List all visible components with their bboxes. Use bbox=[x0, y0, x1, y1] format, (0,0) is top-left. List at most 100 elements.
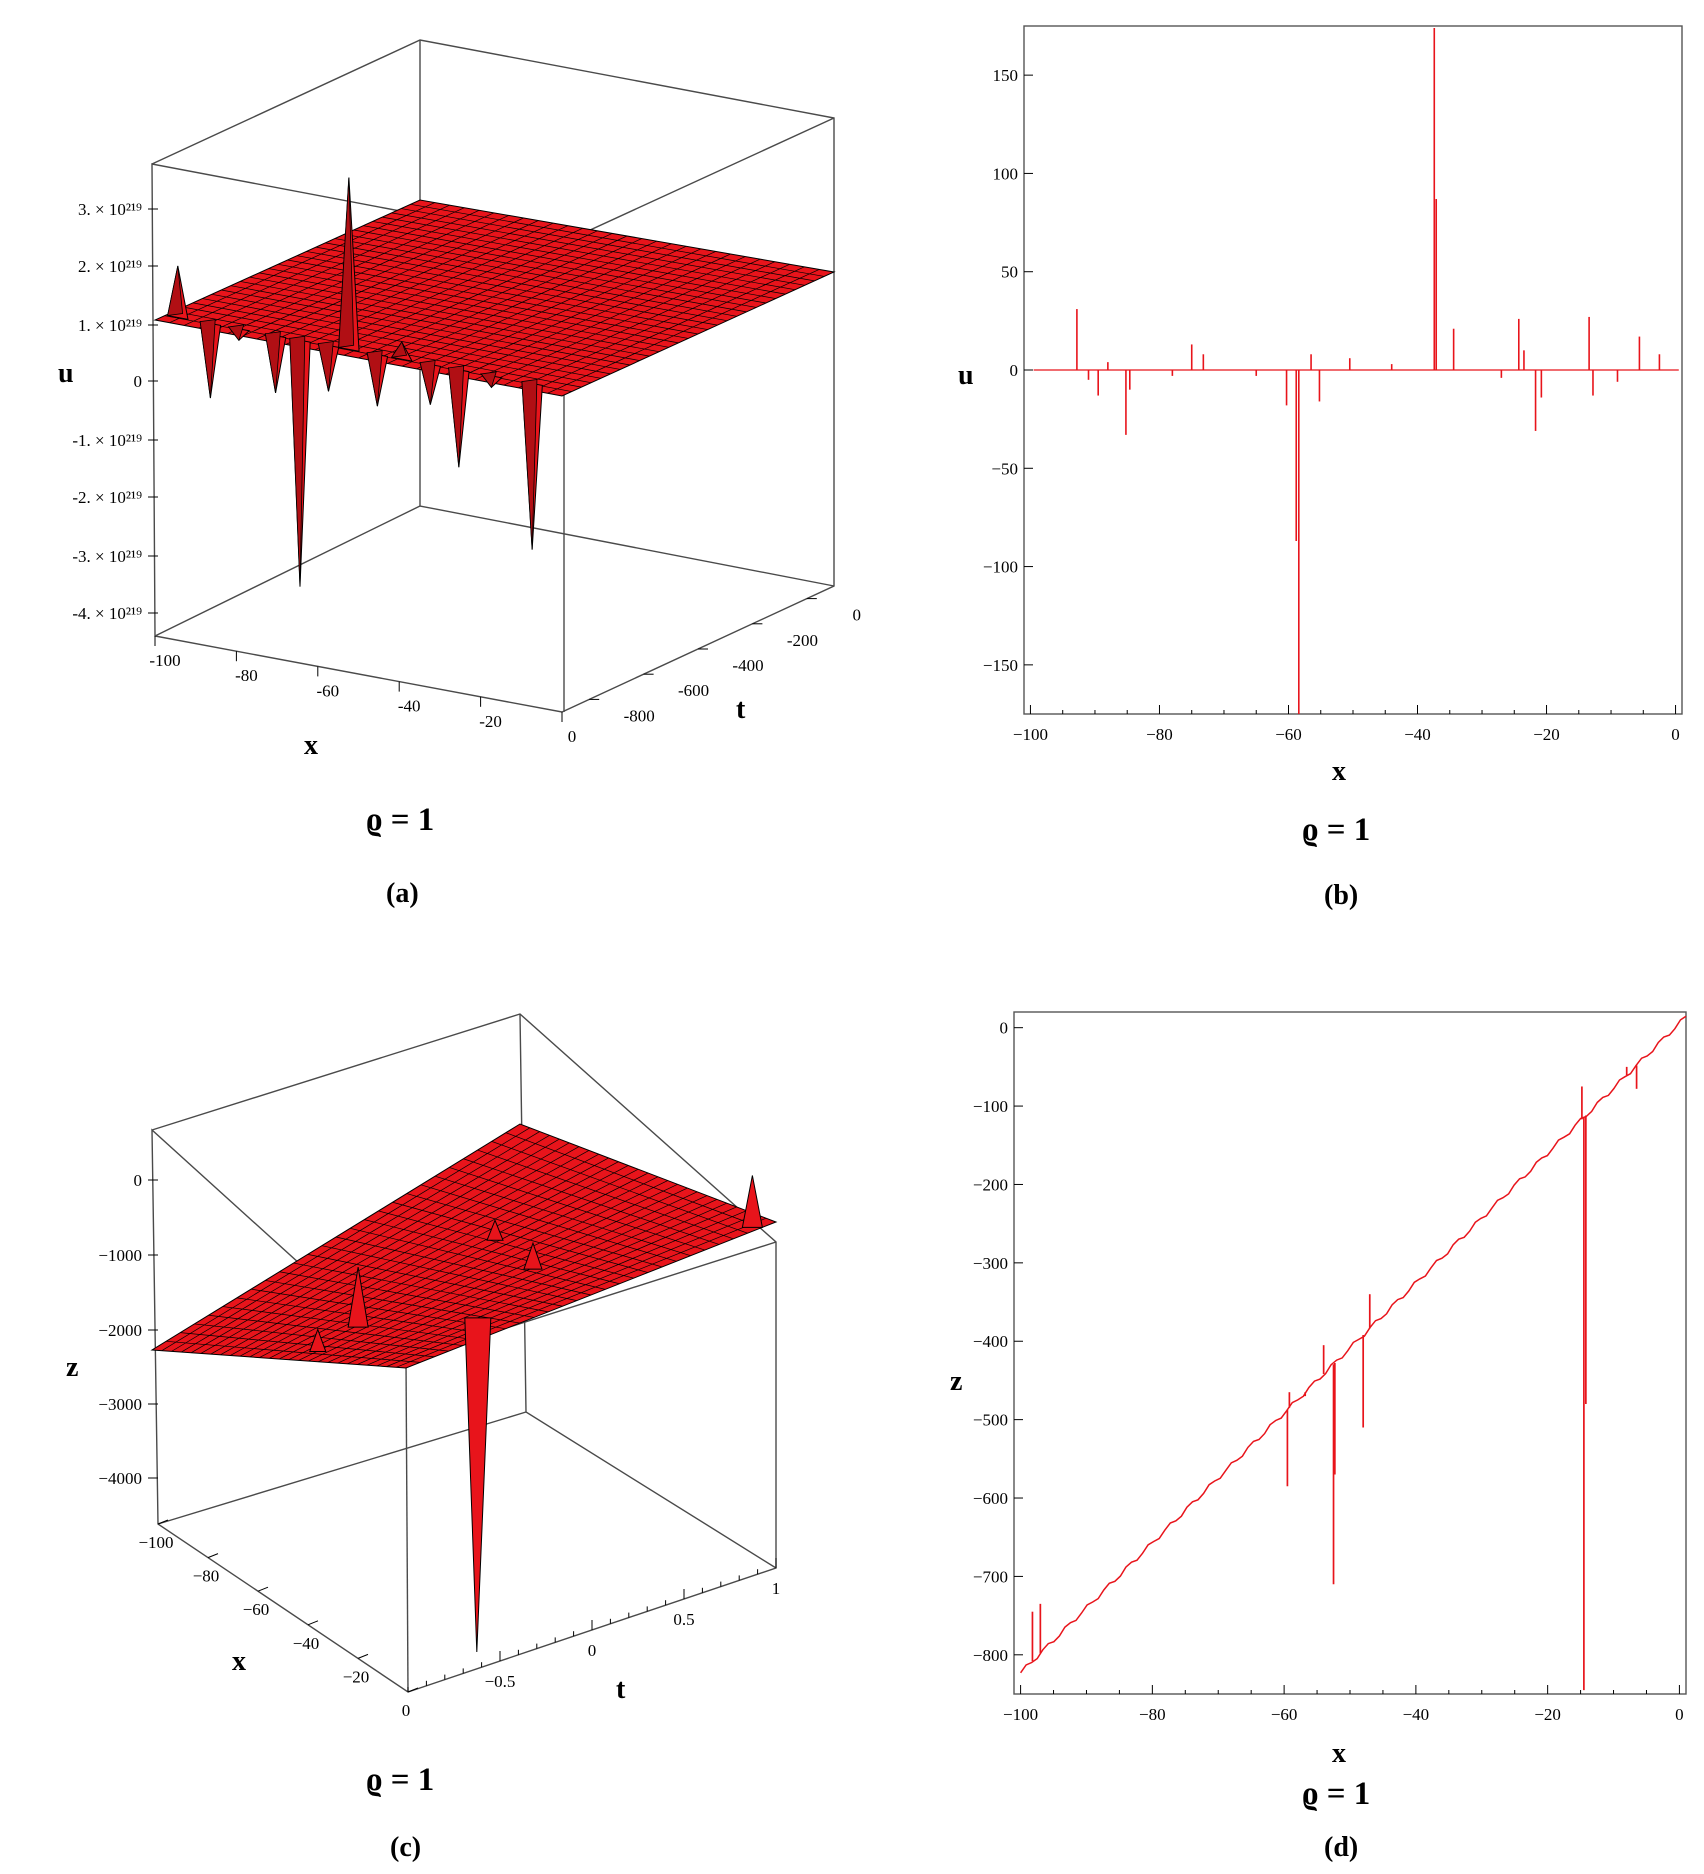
t-tick-label: -400 bbox=[732, 656, 763, 675]
y-tick-label: −400 bbox=[973, 1332, 1008, 1351]
surface-grid-line bbox=[449, 1167, 705, 1251]
panel-a-z-label: u bbox=[58, 358, 74, 389]
surface-grid-line bbox=[416, 245, 687, 370]
surface-grid-line bbox=[353, 229, 767, 304]
surface-grid-line bbox=[406, 1193, 663, 1268]
panel-a: 3. × 10²¹⁹ 2. × 10²¹⁹ 1. × 10²¹⁹ 0 -1. × 10²… bbox=[58, 39, 862, 909]
t-tick-label: 0.5 bbox=[673, 1610, 694, 1629]
y-tick-label: −100 bbox=[973, 1097, 1008, 1116]
surface-grid-line bbox=[463, 1158, 720, 1245]
panel-d-x-label: x bbox=[1332, 1738, 1346, 1769]
surface-grid-line bbox=[401, 243, 672, 367]
surface-grid-line bbox=[378, 1210, 634, 1279]
y-tick-label: 0 bbox=[1010, 361, 1019, 380]
surface-grid-line bbox=[489, 258, 761, 383]
x-tick-label: −100 bbox=[1003, 1705, 1038, 1724]
surface-grid-line bbox=[420, 1184, 677, 1262]
surface-grid-line bbox=[460, 253, 731, 378]
x-tick-label: −100 bbox=[138, 1533, 173, 1552]
surface-grid-line bbox=[503, 261, 776, 386]
surface-plane bbox=[153, 199, 836, 397]
surface-grid-line bbox=[491, 1141, 748, 1234]
x-tick-label: −20 bbox=[1534, 1705, 1561, 1724]
surface-grid-line bbox=[505, 1132, 762, 1228]
panel-b-sublabel: (b) bbox=[1324, 880, 1358, 911]
panel-d: −100 −80 −60 −40 −20 00−100−200−300−400−500−6… bbox=[950, 1011, 1687, 1863]
surface-grid-line bbox=[357, 1202, 727, 1365]
surface-peak bbox=[741, 1175, 763, 1228]
series-trend-line bbox=[1019, 1015, 1687, 1674]
surface-peak-shade bbox=[289, 335, 306, 587]
surface-plane bbox=[150, 1123, 778, 1369]
t-tick-label: -800 bbox=[624, 706, 655, 725]
x-tick-label: −40 bbox=[293, 1634, 320, 1653]
t-tick-label: -200 bbox=[787, 631, 818, 650]
panel-a-t-label: t bbox=[736, 694, 746, 725]
panel-c-x-label: x bbox=[232, 1646, 246, 1677]
surface-grid-line bbox=[287, 259, 699, 335]
x-tick bbox=[407, 1687, 419, 1693]
x-tick bbox=[257, 1586, 269, 1592]
panel-b-axes: −100 −80 −60 −40 −20 0 150 100 50 0 −50 −100 −150 bbox=[983, 66, 1680, 744]
y-tick-label: 100 bbox=[993, 164, 1019, 183]
surface-grid-line bbox=[382, 216, 796, 291]
surface-grid-line bbox=[350, 1227, 606, 1290]
t-tick-label: 0 bbox=[853, 606, 862, 625]
panel-b-y-label: u bbox=[958, 360, 974, 391]
y-tick-label: −200 bbox=[973, 1175, 1008, 1194]
x-tick-label: −20 bbox=[1533, 725, 1560, 744]
surface-grid-line bbox=[317, 1187, 688, 1363]
x-tick-label: −80 bbox=[193, 1567, 220, 1586]
t-tick-label: −0.5 bbox=[485, 1672, 516, 1691]
surface-grid-line bbox=[334, 238, 747, 313]
surface-peak bbox=[309, 1327, 327, 1352]
panel-a-sublabel: (a) bbox=[386, 878, 419, 909]
surface-grid-line bbox=[325, 242, 737, 317]
x-tick-label: −80 bbox=[1146, 725, 1173, 744]
panel-a-x-ticks: -100 -80 -60 -40 -20 0 bbox=[149, 636, 576, 746]
surface-grid-line bbox=[547, 269, 820, 394]
panel-c-t-label: t bbox=[616, 1674, 626, 1705]
surface-grid-line bbox=[372, 238, 642, 362]
x-tick-label: 0 bbox=[568, 727, 577, 746]
z-tick-label: −2000 bbox=[98, 1321, 142, 1340]
x-tick-label: -100 bbox=[149, 651, 180, 670]
x-tick-label: −40 bbox=[1404, 725, 1431, 744]
surface-grid-line bbox=[477, 1149, 734, 1240]
y-tick-label: 50 bbox=[1001, 263, 1018, 282]
panel-c-t-ticks: −0.5 0 0.5 1 bbox=[407, 1558, 780, 1692]
panel-c: 0 −1000 −2000 −3000 −4000 −100 −80 −60 −40 −20 0 … bbox=[66, 1013, 780, 1863]
x-tick bbox=[357, 1653, 369, 1659]
surface-peak-shade bbox=[521, 378, 538, 550]
y-tick-label: −50 bbox=[991, 459, 1018, 478]
surface-grid-line bbox=[366, 1206, 737, 1366]
y-tick-label: −500 bbox=[973, 1411, 1008, 1430]
surface-grid-line bbox=[344, 233, 757, 308]
panel-d-axes: −100 −80 −60 −40 −20 00−100−200−300−400−500−6… bbox=[973, 1019, 1684, 1724]
y-tick-label: 150 bbox=[993, 66, 1019, 85]
surface-peak-shade bbox=[199, 319, 216, 399]
surface-peak bbox=[347, 1267, 369, 1328]
panel-a-z-ticks: 3. × 10²¹⁹ 2. × 10²¹⁹ 1. × 10²¹⁹ 0 -1. × 10²… bbox=[72, 200, 158, 623]
x-tick-label: -40 bbox=[398, 697, 421, 716]
y-tick-label: 0 bbox=[1000, 1019, 1009, 1038]
surface-grid-line bbox=[364, 1219, 620, 1285]
x-tick-label: −40 bbox=[1403, 1705, 1430, 1724]
panel-a-t-ticks: -800 -600 -400 -200 0 bbox=[589, 598, 862, 725]
surface-peak-shade bbox=[390, 341, 408, 358]
z-tick-label: 0 bbox=[134, 1171, 143, 1190]
y-tick-label: −600 bbox=[973, 1489, 1008, 1508]
panel-a-peaks bbox=[167, 177, 543, 587]
surface-grid-line bbox=[298, 1180, 668, 1361]
z-tick-label: 3. × 10²¹⁹ bbox=[78, 200, 142, 219]
x-tick-label: -20 bbox=[479, 712, 502, 731]
surface-grid-line bbox=[296, 255, 708, 330]
x-tick-label: 0 bbox=[402, 1701, 411, 1720]
z-tick-label: −1000 bbox=[98, 1246, 142, 1265]
z-tick-label: 0 bbox=[134, 372, 143, 391]
panel-a-caption: ϱ = 1 bbox=[366, 802, 434, 838]
surface-grid-line bbox=[386, 1214, 757, 1367]
surface-peak-shade bbox=[338, 177, 355, 348]
y-tick-label: −100 bbox=[983, 558, 1018, 577]
panel-b-data bbox=[1033, 27, 1679, 714]
